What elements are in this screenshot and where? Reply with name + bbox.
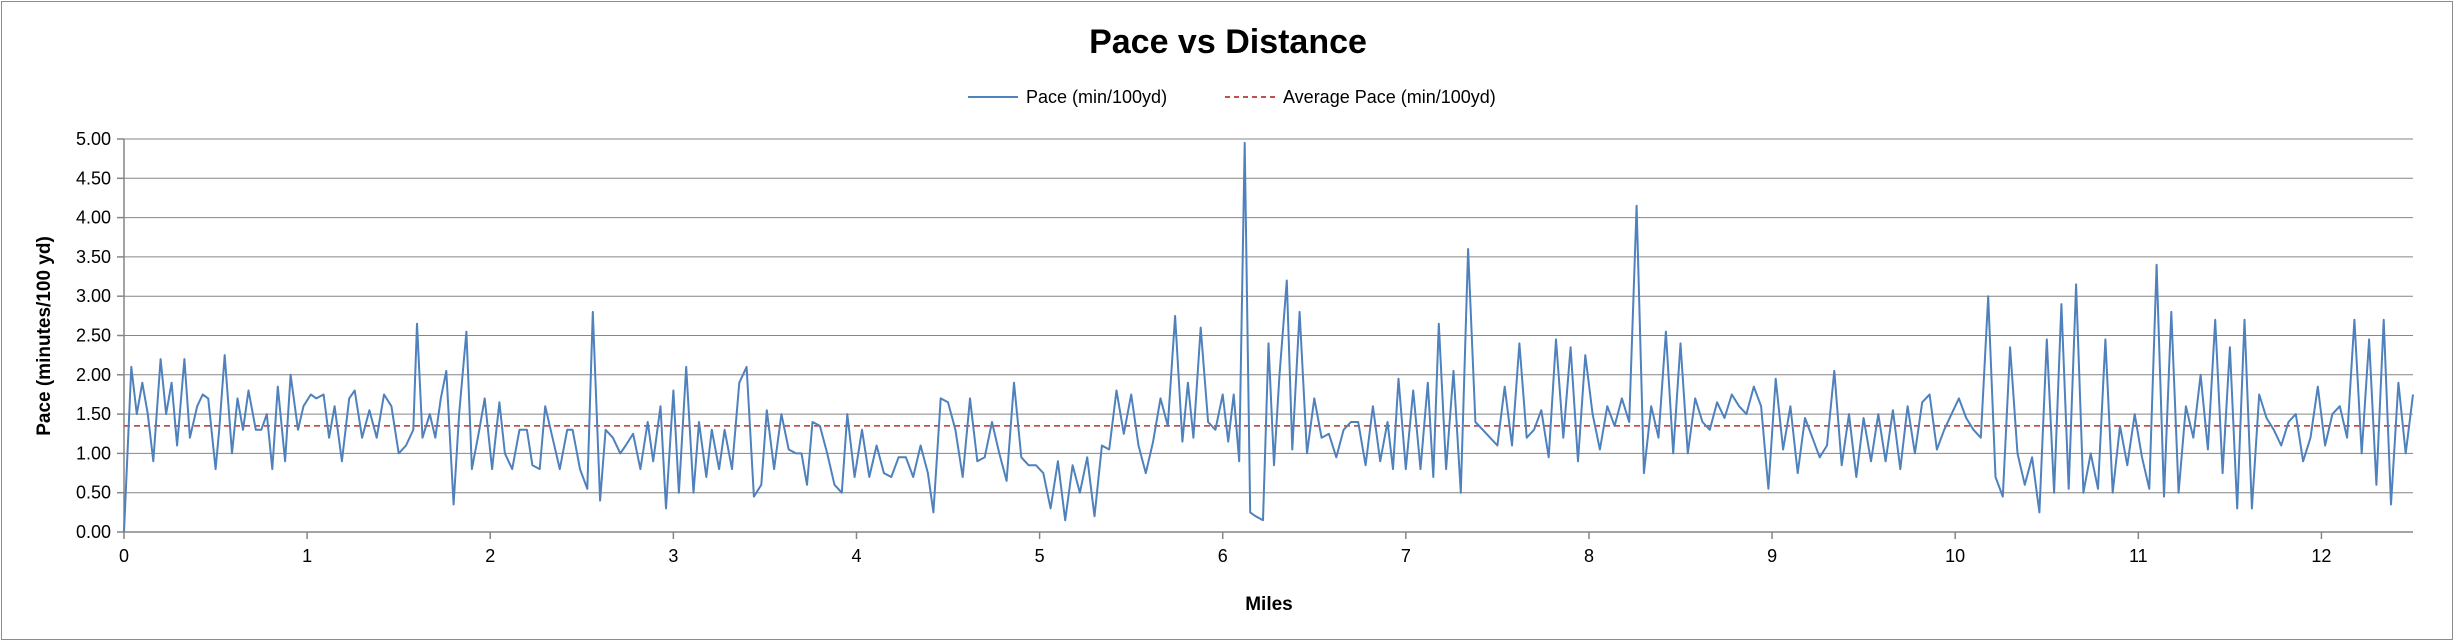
x-tick-label: 11 bbox=[2129, 546, 2148, 566]
x-tick-label: 5 bbox=[1035, 546, 1045, 566]
y-axis-title: Pace (minutes/100 yd) bbox=[34, 236, 55, 436]
x-tick-label: 0 bbox=[119, 546, 129, 566]
y-tick-label: 5.00 bbox=[76, 129, 111, 149]
legend-average-label: Average Pace (min/100yd) bbox=[1283, 87, 1496, 107]
gridlines bbox=[124, 138, 2413, 494]
x-tick-label: 8 bbox=[1584, 546, 1594, 566]
x-tick-label: 1 bbox=[302, 546, 312, 566]
x-tick-label: 2 bbox=[485, 546, 495, 566]
pace-series-line bbox=[123, 141, 2414, 533]
x-tick-label: 3 bbox=[668, 546, 678, 566]
x-tick-label: 7 bbox=[1401, 546, 1411, 566]
series-layer bbox=[123, 141, 2414, 533]
x-tick-label: 4 bbox=[851, 546, 861, 566]
legend-pace-label: Pace (min/100yd) bbox=[1026, 87, 1167, 107]
y-tick-label: 4.50 bbox=[76, 168, 111, 188]
x-tick-label: 9 bbox=[1767, 546, 1777, 566]
y-tick-label: 2.00 bbox=[76, 365, 111, 385]
chart-title: Pace vs Distance bbox=[1089, 23, 1367, 61]
y-tick-label: 1.00 bbox=[76, 443, 111, 463]
y-tick-label: 0.50 bbox=[76, 483, 111, 503]
y-tick-label: 4.00 bbox=[76, 208, 111, 228]
x-tick-label: 12 bbox=[2311, 546, 2331, 566]
x-axis-ticks: 0 1 2 3 4 5 6 7 8 9 10 11 12 bbox=[119, 532, 2331, 566]
y-tick-label: 2.50 bbox=[76, 326, 111, 346]
x-axis-title: Miles bbox=[1245, 594, 1293, 615]
y-axis-ticks: 0.00 0.50 1.00 1.50 2.00 2.50 3.00 3.50 4.00 4.50… bbox=[76, 129, 124, 542]
y-tick-label: 3.00 bbox=[76, 286, 111, 306]
x-tick-label: 6 bbox=[1218, 546, 1228, 566]
y-tick-label: 3.50 bbox=[76, 247, 111, 267]
legend: Pace (min/100yd) Average Pace (min/100yd… bbox=[968, 87, 1496, 107]
y-tick-label: 0.00 bbox=[76, 522, 111, 542]
x-tick-label: 10 bbox=[1945, 546, 1965, 566]
y-tick-label: 1.50 bbox=[76, 404, 111, 424]
